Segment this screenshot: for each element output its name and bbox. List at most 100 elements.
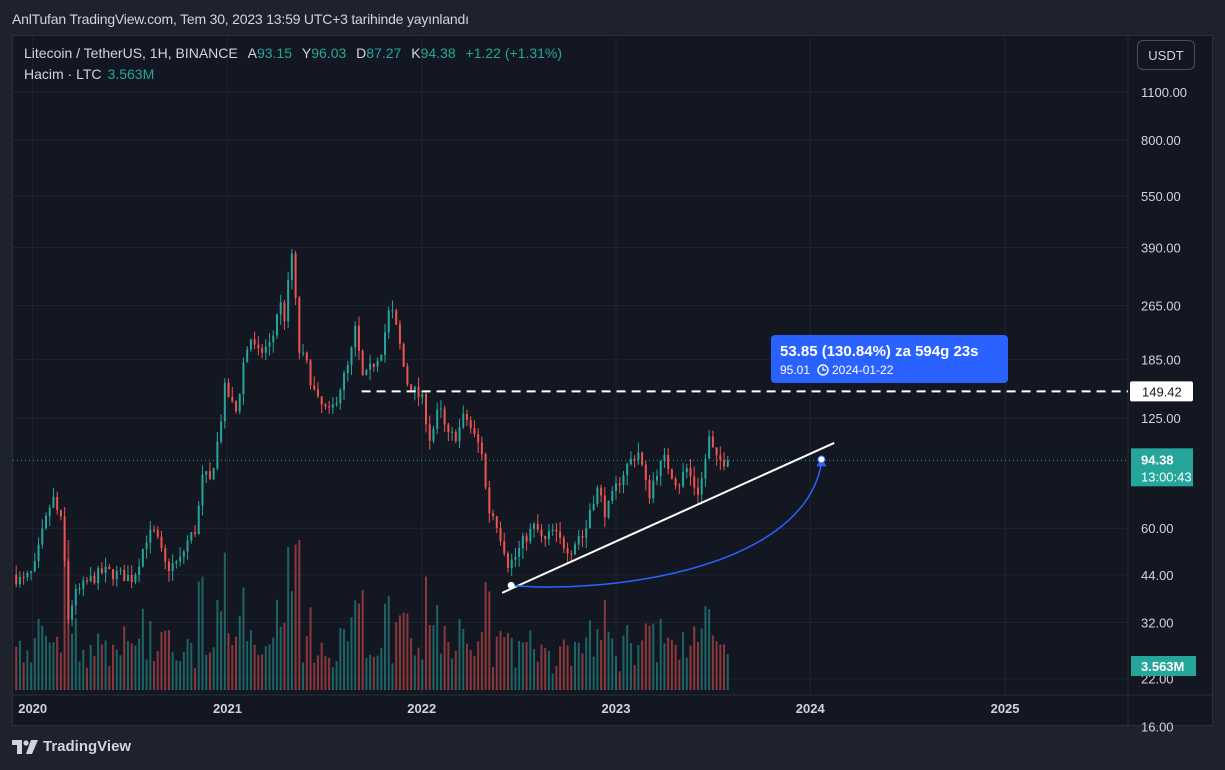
volume-bar xyxy=(339,627,342,690)
symbol-legend: Litecoin / TetherUS, 1H, BINANCE A93.15 … xyxy=(24,45,562,61)
volume-bar xyxy=(257,655,260,690)
candle xyxy=(540,529,543,537)
volume-bar xyxy=(723,644,726,690)
volume-bar xyxy=(708,609,711,690)
volume-bar xyxy=(145,659,148,690)
candle xyxy=(15,574,18,585)
currency-button[interactable]: USDT xyxy=(1137,40,1195,70)
volume-bar xyxy=(186,639,189,690)
candle xyxy=(104,566,107,574)
candle xyxy=(115,570,118,580)
candle xyxy=(138,566,141,575)
candle xyxy=(622,475,625,486)
candle xyxy=(447,424,450,433)
volume-bar xyxy=(696,642,699,690)
candle xyxy=(320,396,323,405)
candle xyxy=(78,588,81,590)
volume-bar xyxy=(387,596,390,690)
candle xyxy=(201,474,204,506)
volume-bar xyxy=(562,639,565,690)
candle xyxy=(689,468,692,477)
candle xyxy=(484,454,487,488)
volume-bar xyxy=(56,636,59,690)
candle xyxy=(398,324,401,344)
candle xyxy=(536,523,539,530)
volume-bar xyxy=(693,626,696,690)
volume-bar xyxy=(398,615,401,690)
volume-bar xyxy=(264,646,267,690)
candle xyxy=(708,436,711,459)
candle xyxy=(644,464,647,480)
volume-bar xyxy=(33,638,36,690)
projection-start-point xyxy=(507,581,515,589)
candle xyxy=(335,403,338,405)
volume-bar xyxy=(689,645,692,690)
chart-panel[interactable] xyxy=(12,35,1213,726)
candle xyxy=(641,452,644,465)
candle xyxy=(26,573,29,578)
candle xyxy=(581,536,584,538)
candle xyxy=(294,253,297,298)
candle xyxy=(365,369,368,375)
candle xyxy=(126,574,129,582)
volume-bar xyxy=(443,625,446,690)
volume-bar xyxy=(44,635,47,690)
candle xyxy=(324,404,327,407)
volume-bar xyxy=(536,661,539,690)
volume-bar xyxy=(115,649,118,690)
volume-bar xyxy=(216,599,219,690)
volume-bar xyxy=(18,640,21,690)
candle xyxy=(59,510,62,517)
volume-bar xyxy=(525,642,528,690)
candle xyxy=(22,576,25,578)
volume-bar xyxy=(402,612,405,690)
price-tick-label: 265.00 xyxy=(1141,298,1181,313)
volume-bar xyxy=(492,667,495,690)
volume-bar xyxy=(600,639,603,690)
volume-bar xyxy=(458,619,461,690)
volume-bar xyxy=(484,582,487,690)
candle xyxy=(577,536,580,545)
candle xyxy=(346,365,349,374)
candle xyxy=(387,310,390,333)
volume-bar xyxy=(89,644,92,690)
open-value: 93.15 xyxy=(256,45,292,61)
volume-bar xyxy=(544,647,547,690)
volume-bar xyxy=(67,540,70,690)
volume-bar xyxy=(618,671,621,690)
volume-bar xyxy=(667,637,670,690)
candle xyxy=(521,535,524,549)
candle xyxy=(436,409,439,429)
volume-bar xyxy=(577,642,580,690)
candle xyxy=(97,568,100,584)
volume-bar xyxy=(421,659,424,690)
volume-bar xyxy=(469,650,472,690)
measure-tooltip xyxy=(771,335,1008,383)
measure-headline: 53.85 (130.84%) za 594g 23s xyxy=(780,343,978,360)
volume-bar xyxy=(302,662,305,690)
volume-bar xyxy=(22,662,25,690)
volume-bar xyxy=(685,657,688,690)
volume-bar xyxy=(15,646,18,690)
candle xyxy=(514,556,517,560)
volume-bar xyxy=(331,667,334,690)
volume-bar xyxy=(30,662,33,690)
candle xyxy=(719,455,722,460)
volume-bar xyxy=(93,655,96,690)
volume-bar xyxy=(711,635,714,690)
volume-bar xyxy=(350,617,353,690)
candle xyxy=(670,469,673,479)
candle xyxy=(298,297,301,353)
volume-bar xyxy=(134,645,137,690)
candle xyxy=(290,253,293,281)
volume-bar xyxy=(320,642,323,690)
candle xyxy=(313,385,316,390)
volume-bar xyxy=(611,638,614,690)
volume-bar xyxy=(521,642,524,690)
volume-bar xyxy=(518,640,521,690)
volume-bar xyxy=(164,630,167,690)
volume-bar xyxy=(290,591,293,690)
candle xyxy=(615,483,618,492)
volume-bar xyxy=(395,622,398,690)
